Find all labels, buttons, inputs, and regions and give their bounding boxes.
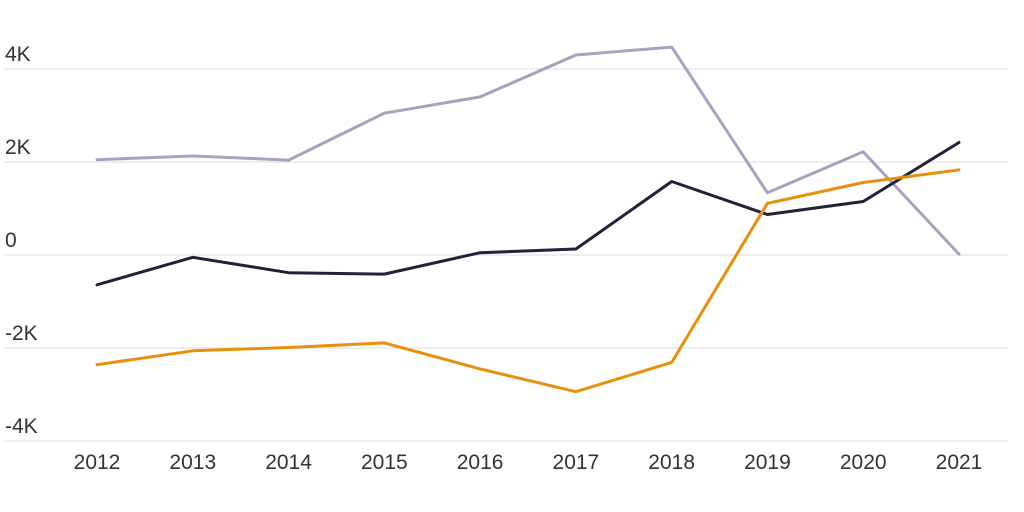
y-tick-label: 4K (5, 43, 31, 66)
x-tick-label: 2021 (936, 451, 983, 474)
x-tick-label: 2015 (361, 451, 408, 474)
x-tick-label: 2020 (840, 451, 887, 474)
x-tick-label: 2014 (265, 451, 312, 474)
x-axis-tick-labels: 2012 2013 2014 2015 2016 2017 2018 2019 2020 2021 (74, 451, 983, 474)
gridlines (4, 68, 1008, 442)
y-tick-label: -4K (5, 415, 38, 438)
x-tick-label: 2019 (744, 451, 791, 474)
y-tick-label: 0 (5, 229, 17, 252)
series-line-2 (95, 141, 961, 287)
x-tick-label: 2013 (169, 451, 216, 474)
y-axis-tick-labels: 4K 2K 0 -2K -4K (5, 43, 38, 438)
y-tick-label: 2K (5, 136, 31, 159)
x-tick-label: 2017 (553, 451, 600, 474)
y-tick-label: -2K (5, 322, 38, 345)
x-tick-label: 2016 (457, 451, 504, 474)
x-tick-label: 2012 (74, 451, 121, 474)
series-lines (95, 45, 961, 394)
x-tick-label: 2018 (648, 451, 695, 474)
series-line-3 (95, 168, 961, 394)
series-line-1 (95, 45, 961, 256)
